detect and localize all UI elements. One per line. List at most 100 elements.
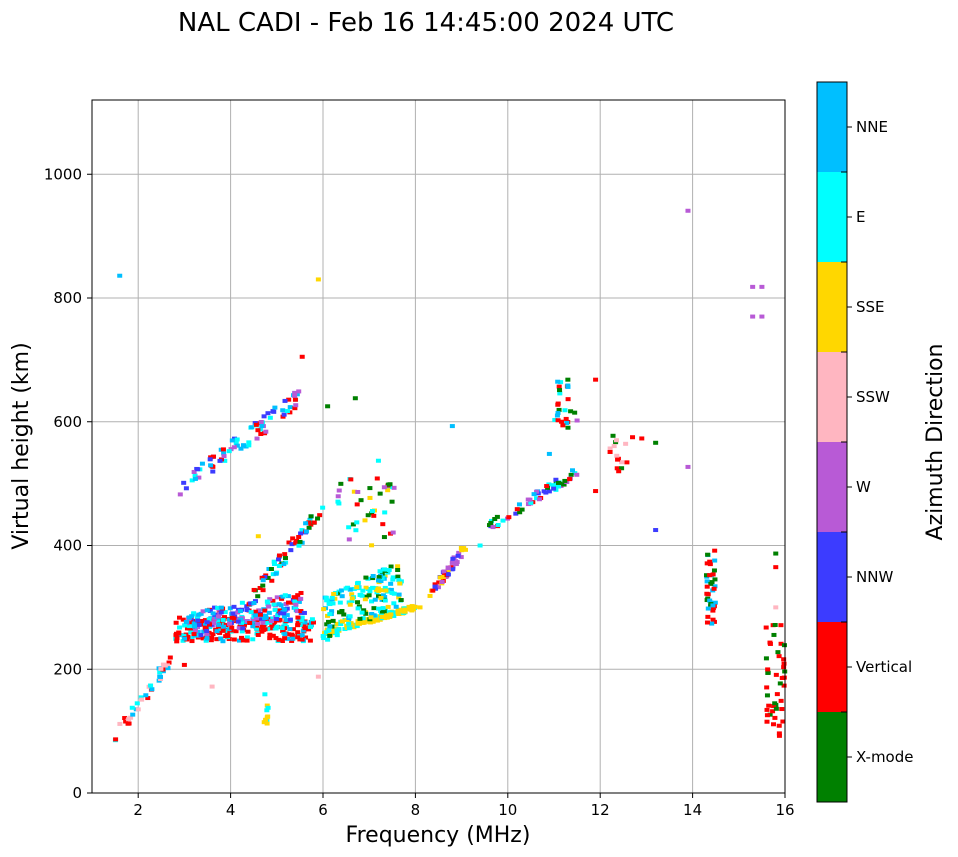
echo-point — [264, 715, 270, 720]
echo-point — [260, 578, 266, 583]
echo-point — [157, 670, 163, 675]
echo-point — [778, 698, 784, 703]
echo-point — [343, 586, 349, 591]
echo-point — [556, 484, 562, 489]
echo-point — [195, 633, 201, 638]
echo-point — [180, 617, 186, 622]
echo-point — [395, 568, 401, 573]
echo-point — [369, 511, 375, 516]
echo-point — [286, 397, 292, 402]
echo-point — [272, 405, 278, 410]
echo-point — [390, 575, 396, 580]
echo-point — [227, 617, 233, 622]
echo-point — [564, 420, 570, 425]
echo-point — [611, 444, 617, 449]
echo-point — [387, 531, 393, 536]
echo-point — [296, 543, 302, 548]
echo-point — [303, 521, 309, 526]
echo-point — [710, 606, 716, 611]
echo-point — [330, 601, 336, 606]
echo-point — [387, 614, 393, 619]
echo-point — [556, 407, 562, 412]
echo-point — [263, 717, 269, 722]
echo-point — [269, 578, 275, 583]
echo-point — [204, 628, 210, 633]
echo-point — [192, 473, 198, 478]
echo-point — [276, 557, 282, 562]
echo-point — [477, 543, 483, 548]
echo-point — [262, 574, 268, 579]
echo-point — [282, 632, 288, 637]
echo-point — [560, 423, 566, 428]
echo-point — [158, 676, 164, 681]
echo-point — [295, 635, 301, 640]
echo-point — [554, 413, 560, 418]
echo-point — [389, 499, 395, 504]
echo-point — [195, 625, 201, 630]
echo-point — [489, 518, 495, 523]
echo-point — [234, 437, 240, 442]
echo-point — [173, 620, 179, 625]
echo-point — [377, 569, 383, 574]
echo-point — [334, 621, 340, 626]
echo-point — [296, 389, 302, 394]
echo-point — [264, 708, 270, 713]
echo-point — [199, 622, 205, 627]
echo-point — [237, 609, 243, 614]
echo-point — [778, 641, 784, 646]
echo-point — [704, 591, 710, 596]
colorbar-label: X-mode — [856, 748, 913, 766]
echo-point — [297, 539, 303, 544]
echo-point — [220, 447, 226, 452]
echo-point — [531, 492, 537, 497]
echo-point — [320, 634, 326, 639]
echo-point — [574, 472, 580, 477]
echo-point — [324, 622, 330, 627]
echo-point — [565, 383, 571, 388]
echo-point — [704, 598, 710, 603]
echo-point — [222, 458, 228, 463]
echo-point — [309, 617, 315, 622]
echo-point — [572, 410, 578, 415]
echo-point — [289, 638, 295, 643]
echo-point — [327, 624, 333, 629]
echo-point — [384, 613, 390, 618]
echo-point — [252, 613, 258, 618]
echo-point — [245, 629, 251, 634]
echo-point — [352, 396, 358, 401]
x-tick-label: 4 — [226, 801, 236, 819]
echo-point — [363, 619, 369, 624]
echo-point — [773, 551, 779, 556]
echo-point — [231, 445, 237, 450]
echo-point — [266, 566, 272, 571]
echo-point — [544, 484, 550, 489]
echo-point — [306, 525, 312, 530]
echo-point — [221, 454, 227, 459]
echo-point — [346, 626, 352, 631]
echo-point — [435, 585, 441, 590]
echo-point — [394, 610, 400, 615]
echo-point — [280, 414, 286, 419]
echo-point — [214, 637, 220, 642]
echo-point — [370, 574, 376, 579]
y-tick-label: 600 — [53, 413, 82, 431]
echo-point — [265, 411, 271, 416]
echo-point — [362, 597, 368, 602]
echo-point — [329, 595, 335, 600]
echo-point — [779, 707, 785, 712]
echo-point — [284, 606, 290, 611]
echo-point — [363, 594, 369, 599]
echo-point — [355, 489, 361, 494]
echo-point — [220, 617, 226, 622]
echo-point — [255, 534, 261, 539]
echo-point — [365, 513, 371, 518]
echo-point — [514, 507, 520, 512]
echo-point — [221, 624, 227, 629]
echo-point — [354, 520, 360, 525]
echo-point — [711, 568, 717, 573]
echo-point — [558, 380, 564, 385]
echo-point — [253, 422, 259, 427]
echo-point — [396, 595, 402, 600]
echo-point — [574, 418, 580, 423]
x-tick-label: 14 — [683, 801, 702, 819]
